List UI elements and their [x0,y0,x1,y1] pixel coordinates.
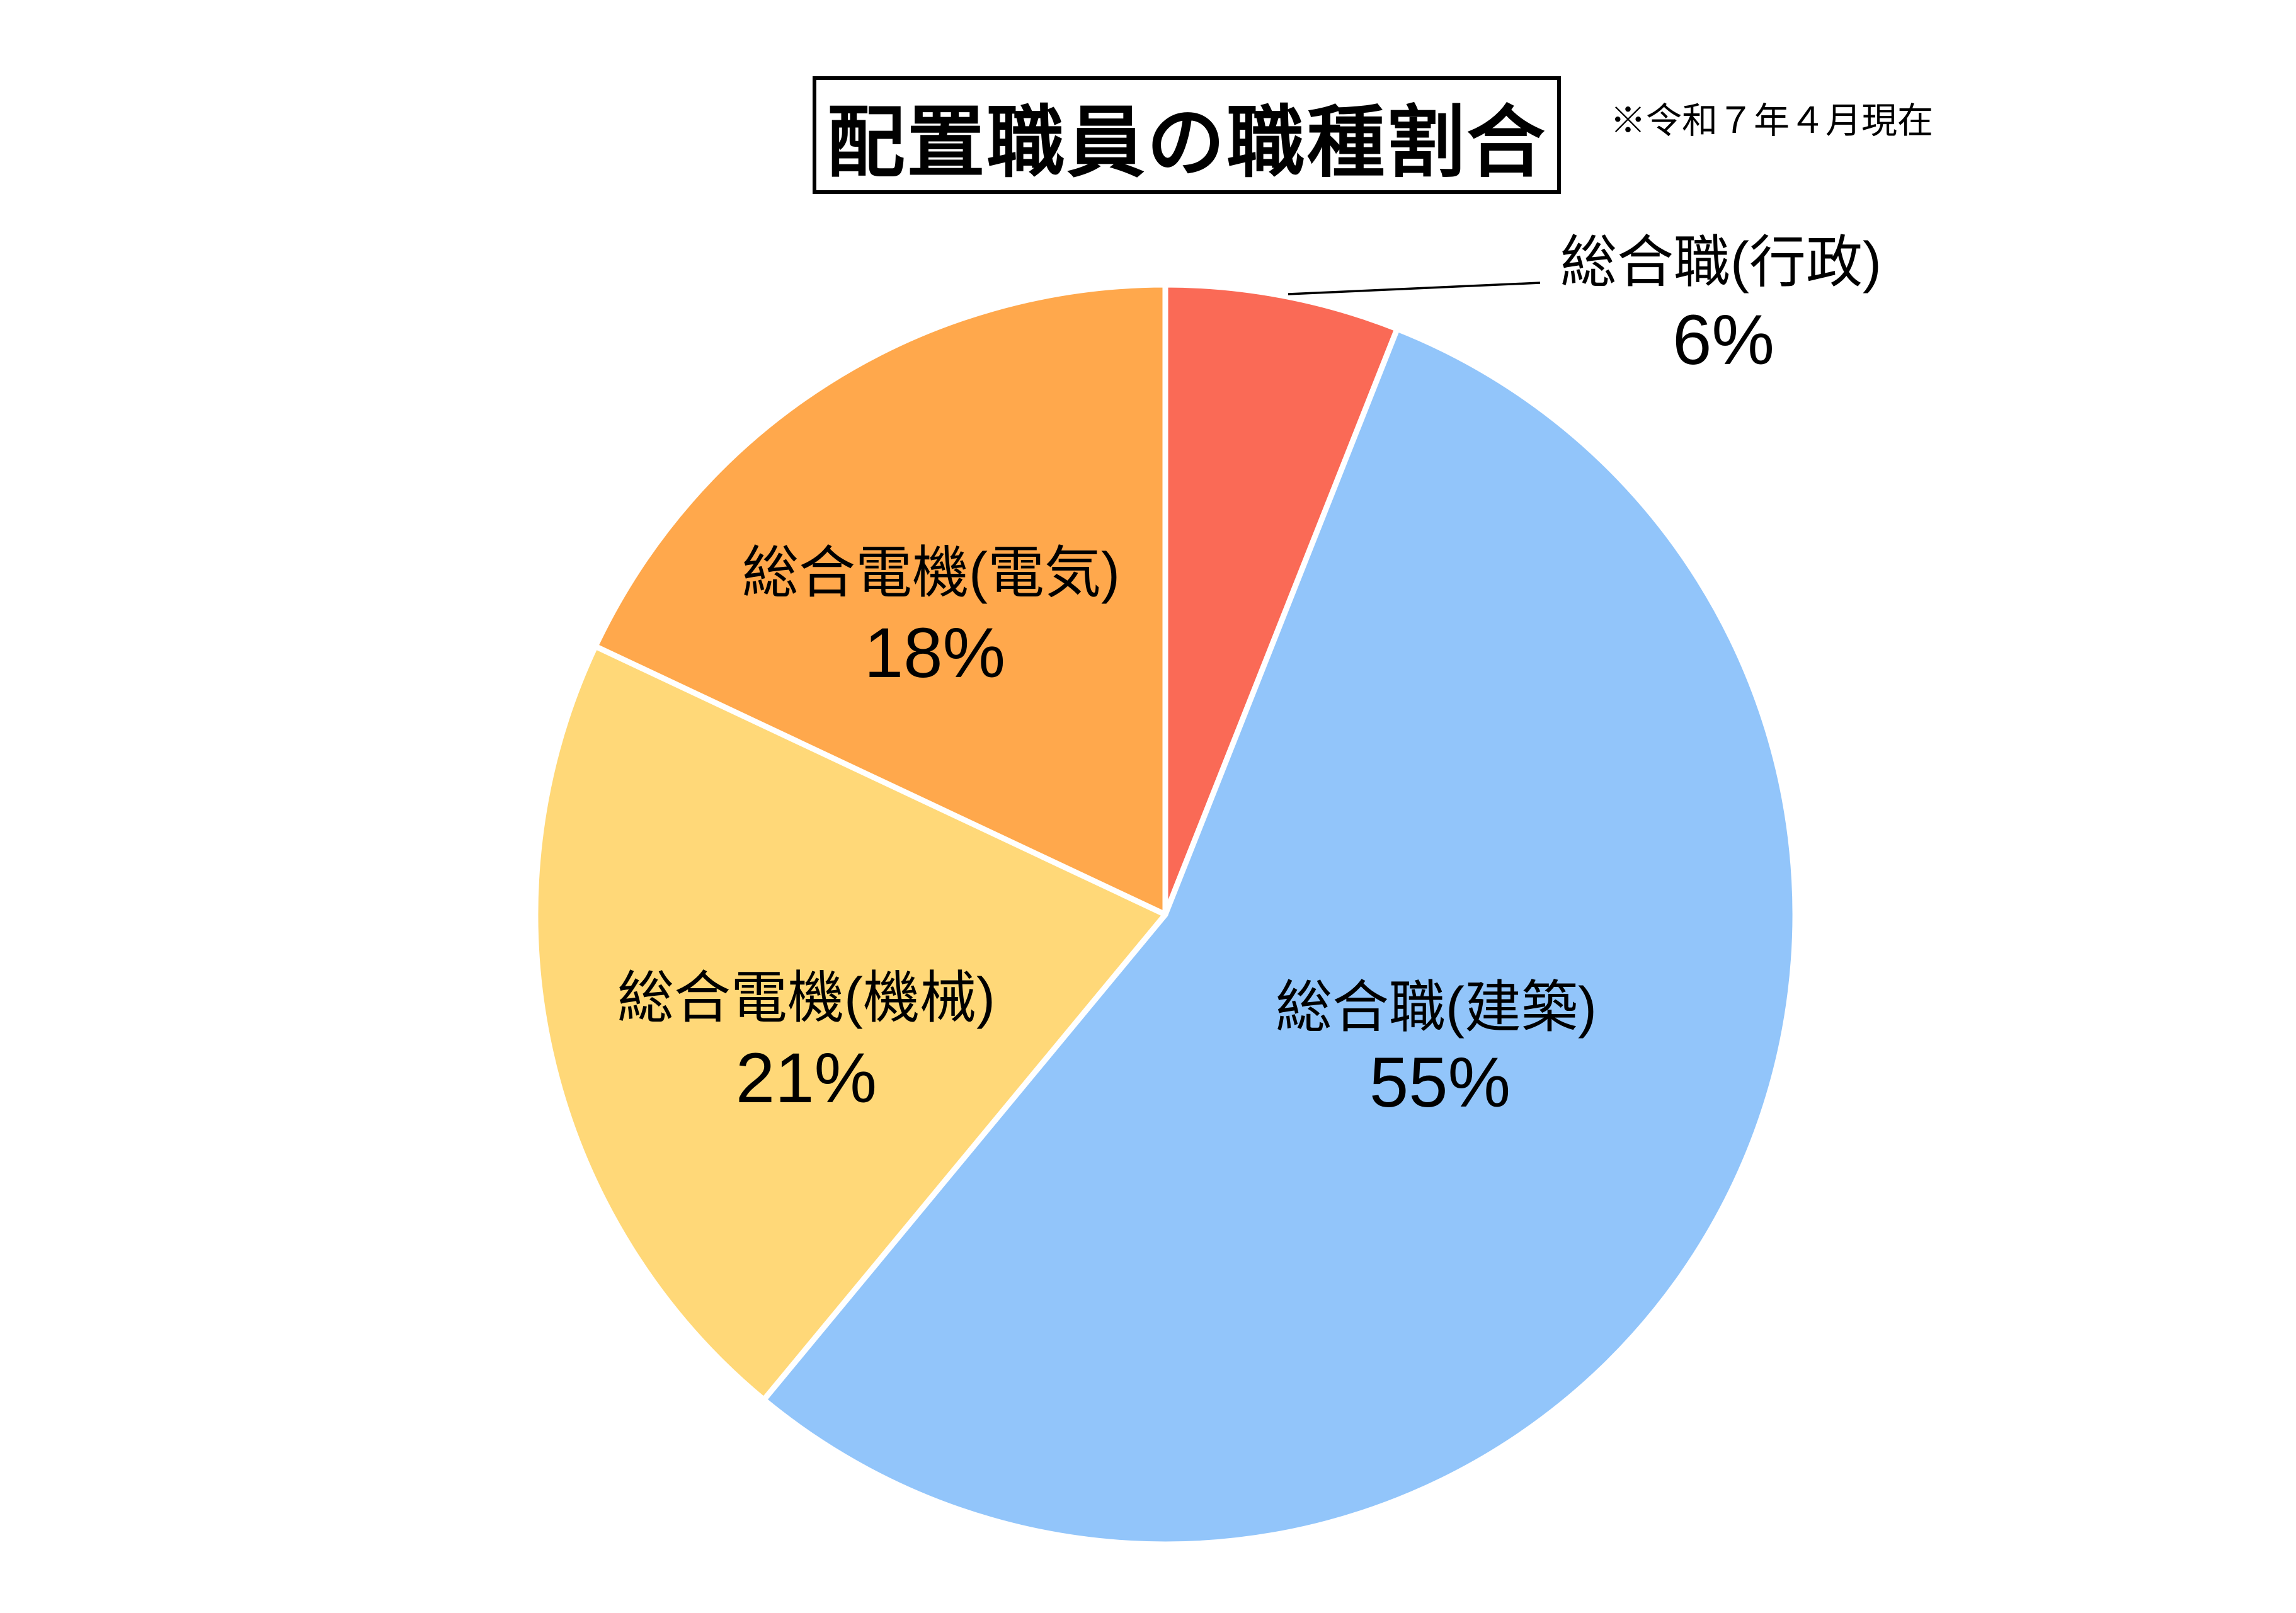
slice-label-kikai: 総合電機(機械) 21% [617,967,995,1117]
date-note: ※令和７年４月現在 [1610,101,1933,141]
pie-slice-2 [532,643,1168,1403]
pie-slice-1 [761,326,1798,1547]
slice-label-gyousei-pct: 6% [1672,300,1774,379]
pie-slice-0 [1162,282,1400,918]
chart-title-box: 配置職員の職種割合 [813,76,1561,194]
chart-title: 配置職員の職種割合 [826,99,1547,186]
slice-label-kenchiku-name: 総合職(建築) [1276,976,1597,1039]
pie-slice-3 [592,282,1168,918]
pie-slices [532,282,1798,1547]
slice-label-denki: 総合電機(電気) 18% [742,542,1120,692]
slice-label-denki-name: 総合電機(電気) [742,542,1120,605]
leader-line-gyousei [1288,282,1541,295]
slice-label-gyousei-name: 総合職(行政) [1560,231,1882,294]
slice-label-kenchiku: 総合職(建築) 55% [1276,976,1597,1122]
slice-label-kenchiku-pct: 55% [1369,1043,1511,1122]
slice-label-gyousei: 総合職(行政) 6% [1560,231,1882,379]
slice-label-denki-pct: 18% [864,613,1005,692]
slice-label-kikai-name: 総合電機(機械) [617,967,995,1030]
slice-label-kikai-pct: 21% [736,1039,877,1117]
